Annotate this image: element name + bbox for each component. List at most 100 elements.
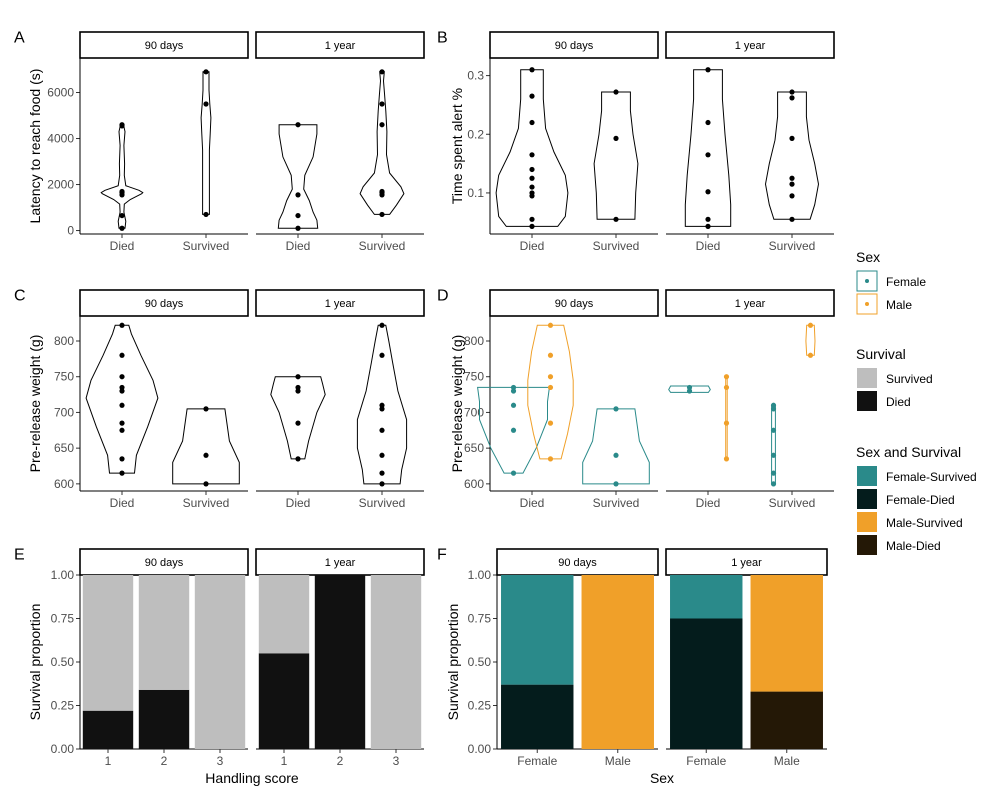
data-point xyxy=(547,352,554,358)
x-tick-label: Survived xyxy=(593,496,640,510)
data-point xyxy=(789,89,795,95)
legend-sex-survival-title: Sex and Survival xyxy=(856,444,961,460)
violin-survived xyxy=(764,91,820,220)
facet-strip-label: 90 days xyxy=(145,40,184,52)
data-point xyxy=(119,188,125,195)
facet-strip xyxy=(255,548,425,576)
facet-strip-label: 1 year xyxy=(325,557,356,569)
facet-90-days: 90 days Died Survived xyxy=(79,289,249,510)
data-point xyxy=(686,388,693,394)
facet-strip xyxy=(489,31,659,59)
legend-label-female-survived: Female-Survived xyxy=(886,470,977,484)
y-tick-label: 0.2 xyxy=(467,127,484,141)
data-point xyxy=(705,119,711,126)
x-tick-label: 1 xyxy=(105,754,112,768)
data-point xyxy=(770,452,777,458)
facet-90-days: 90 days Died Survived xyxy=(477,289,659,510)
data-point xyxy=(547,420,554,426)
data-point xyxy=(295,122,301,128)
y-tick-label: 750 xyxy=(54,370,74,384)
data-point xyxy=(770,481,777,487)
data-point xyxy=(529,190,535,196)
bar-died-2 xyxy=(138,689,190,749)
legend-key-male-died xyxy=(857,535,877,555)
x-tick-label: Female xyxy=(686,754,726,768)
x-tick-label: 2 xyxy=(337,754,344,768)
data-point xyxy=(723,456,730,462)
violin-died-male xyxy=(527,324,574,460)
data-point xyxy=(529,119,535,126)
x-tick-label: Survived xyxy=(593,239,640,253)
data-point xyxy=(295,212,301,219)
x-tick-label: 1 xyxy=(281,754,288,768)
data-point xyxy=(203,211,209,218)
bar-died-female xyxy=(670,618,743,749)
legend-label-female-died: Female-Died xyxy=(886,493,955,507)
legend-key-female-survived xyxy=(857,466,877,486)
panel-f: F Survival proportion 0.00 0.25 0.50 0.75 1.00… xyxy=(437,546,828,786)
x-tick-label: Died xyxy=(520,239,545,253)
data-point xyxy=(119,470,125,476)
panels: A Latency to reach food (s) 0 2000 4000 6000 9… xyxy=(14,29,835,786)
data-point xyxy=(705,189,711,195)
data-point xyxy=(379,470,385,476)
legend-key-male-survived xyxy=(857,512,877,532)
data-point xyxy=(613,216,619,222)
bar-survived-male xyxy=(750,575,823,692)
data-point xyxy=(789,175,795,181)
y-tick-label: 4000 xyxy=(47,132,74,146)
y-tick-label: 0.1 xyxy=(467,186,484,200)
x-tick-label: Died xyxy=(696,496,721,510)
facet-90-days: 90 days Female Male xyxy=(496,548,659,768)
y-axis-title: Survival proportion xyxy=(445,604,461,721)
facet-strip-label: 90 days xyxy=(558,557,597,569)
data-point xyxy=(770,427,777,433)
x-tick-label: Survived xyxy=(183,239,230,253)
bar-survived-1 xyxy=(258,575,310,654)
data-point xyxy=(119,388,125,394)
facet-strip-label: 1 year xyxy=(735,40,766,52)
facet-1-year: 1 year Died Survived xyxy=(665,289,835,510)
data-point xyxy=(203,69,209,75)
data-point xyxy=(379,122,385,128)
x-tick-label: Survived xyxy=(769,496,816,510)
data-point xyxy=(379,69,385,75)
data-point xyxy=(119,456,125,462)
y-tick-label: 1.00 xyxy=(468,568,492,582)
panel-b: B Time spent alert % 0.1 0.2 0.3 90 days Died S… xyxy=(437,29,835,253)
data-point xyxy=(119,322,125,328)
data-point xyxy=(295,225,301,231)
facet-strip-label: 1 year xyxy=(731,557,762,569)
y-axis-title: Pre-release weight (g) xyxy=(27,335,43,473)
data-point xyxy=(119,374,125,380)
x-tick-label: Died xyxy=(286,239,311,253)
violin-survived xyxy=(172,408,240,485)
data-point xyxy=(379,211,385,218)
violin-survived xyxy=(593,91,639,220)
data-point xyxy=(119,420,125,426)
data-point xyxy=(119,225,125,231)
data-point xyxy=(510,388,517,394)
bar-died-1 xyxy=(82,710,134,749)
data-point xyxy=(119,427,125,433)
violin-survived-male xyxy=(805,324,816,356)
y-tick-label: 1.00 xyxy=(51,568,75,582)
y-tick-label: 2000 xyxy=(47,178,74,192)
data-point xyxy=(295,384,301,391)
data-point xyxy=(379,402,385,408)
facet-strip xyxy=(79,31,249,59)
data-point xyxy=(119,122,125,128)
x-tick-label: Female xyxy=(517,754,557,768)
facet-90-days: 90 days Died Survived xyxy=(79,31,249,253)
legend-label-female: Female xyxy=(886,275,926,289)
x-tick-label: Survived xyxy=(183,496,230,510)
data-point xyxy=(379,352,385,358)
violin-died xyxy=(100,124,144,229)
violin-died xyxy=(495,69,569,227)
facet-strip xyxy=(79,289,249,317)
facet-strip xyxy=(665,548,828,576)
data-point xyxy=(295,374,301,380)
data-point xyxy=(547,384,554,391)
facet-strip-label: 90 days xyxy=(555,298,594,310)
